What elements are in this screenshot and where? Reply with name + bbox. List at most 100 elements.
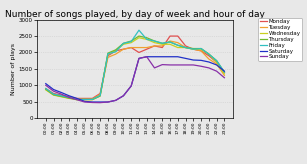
Friday <box>199 48 203 50</box>
Line: Saturday: Saturday <box>46 57 224 102</box>
Monday <box>184 45 187 47</box>
Wednesday <box>52 94 55 96</box>
Thursday <box>75 99 79 101</box>
Saturday <box>192 59 195 61</box>
Tuesday <box>67 97 71 99</box>
Monday <box>67 96 71 98</box>
Thursday <box>83 99 87 101</box>
Thursday <box>145 37 149 39</box>
Sunday <box>44 84 48 86</box>
Monday <box>223 71 226 73</box>
Tuesday <box>199 50 203 52</box>
Thursday <box>153 40 156 42</box>
Saturday <box>122 95 125 97</box>
Monday <box>83 97 87 99</box>
Thursday <box>52 94 55 96</box>
Wednesday <box>60 96 63 98</box>
Monday <box>52 92 55 94</box>
Saturday <box>91 101 94 103</box>
Thursday <box>184 47 187 49</box>
Friday <box>223 71 226 73</box>
Thursday <box>161 42 164 44</box>
Sunday <box>137 57 141 59</box>
Sunday <box>176 64 180 66</box>
Wednesday <box>207 53 211 55</box>
Thursday <box>114 49 118 51</box>
Saturday <box>184 57 187 59</box>
Monday <box>137 51 141 53</box>
Line: Wednesday: Wednesday <box>46 38 224 100</box>
Saturday <box>145 56 149 58</box>
Sunday <box>161 64 164 66</box>
Friday <box>176 44 180 46</box>
Friday <box>52 93 55 95</box>
Thursday <box>199 48 203 50</box>
Saturday <box>207 61 211 63</box>
Monday <box>91 97 94 99</box>
Sunday <box>52 90 55 92</box>
Thursday <box>176 44 180 46</box>
Tuesday <box>60 95 63 97</box>
Monday <box>192 48 195 50</box>
Tuesday <box>114 53 118 55</box>
Thursday <box>106 52 110 54</box>
Sunday <box>207 67 211 69</box>
Friday <box>168 41 172 43</box>
Sunday <box>83 101 87 103</box>
Wednesday <box>83 99 87 101</box>
Saturday <box>168 56 172 58</box>
Friday <box>192 48 195 50</box>
Friday <box>145 38 149 40</box>
Thursday <box>122 42 125 44</box>
Tuesday <box>75 98 79 100</box>
Friday <box>44 88 48 90</box>
Friday <box>184 47 187 49</box>
Y-axis label: Number of plays: Number of plays <box>11 43 16 95</box>
Saturday <box>137 57 141 59</box>
Thursday <box>98 95 102 97</box>
Tuesday <box>168 40 172 42</box>
Friday <box>122 42 125 44</box>
Tuesday <box>91 98 94 100</box>
Thursday <box>67 97 71 99</box>
Saturday <box>83 100 87 102</box>
Thursday <box>215 60 219 62</box>
Thursday <box>207 53 211 55</box>
Wednesday <box>106 53 110 55</box>
Tuesday <box>137 47 141 49</box>
Sunday <box>145 56 149 58</box>
Saturday <box>114 99 118 101</box>
Saturday <box>98 101 102 103</box>
Sunday <box>91 102 94 103</box>
Friday <box>129 41 133 43</box>
Tuesday <box>98 93 102 95</box>
Tuesday <box>176 42 180 44</box>
Monday <box>176 35 180 37</box>
Line: Sunday: Sunday <box>46 57 224 103</box>
Friday <box>137 29 141 31</box>
Wednesday <box>137 37 141 39</box>
Sunday <box>153 67 156 69</box>
Sunday <box>199 65 203 67</box>
Friday <box>98 94 102 96</box>
Saturday <box>60 92 63 93</box>
Sunday <box>60 93 63 95</box>
Wednesday <box>67 97 71 99</box>
Sunday <box>106 101 110 103</box>
Line: Monday: Monday <box>46 36 224 98</box>
Friday <box>83 98 87 100</box>
Saturday <box>176 56 180 58</box>
Wednesday <box>176 47 180 49</box>
Tuesday <box>83 98 87 100</box>
Saturday <box>215 64 219 66</box>
Thursday <box>137 35 141 37</box>
Wednesday <box>129 42 133 44</box>
Sunday <box>192 64 195 66</box>
Saturday <box>161 56 164 58</box>
Wednesday <box>153 42 156 44</box>
Sunday <box>122 95 125 97</box>
Saturday <box>199 59 203 61</box>
Thursday <box>129 40 133 42</box>
Thursday <box>168 41 172 43</box>
Tuesday <box>207 58 211 60</box>
